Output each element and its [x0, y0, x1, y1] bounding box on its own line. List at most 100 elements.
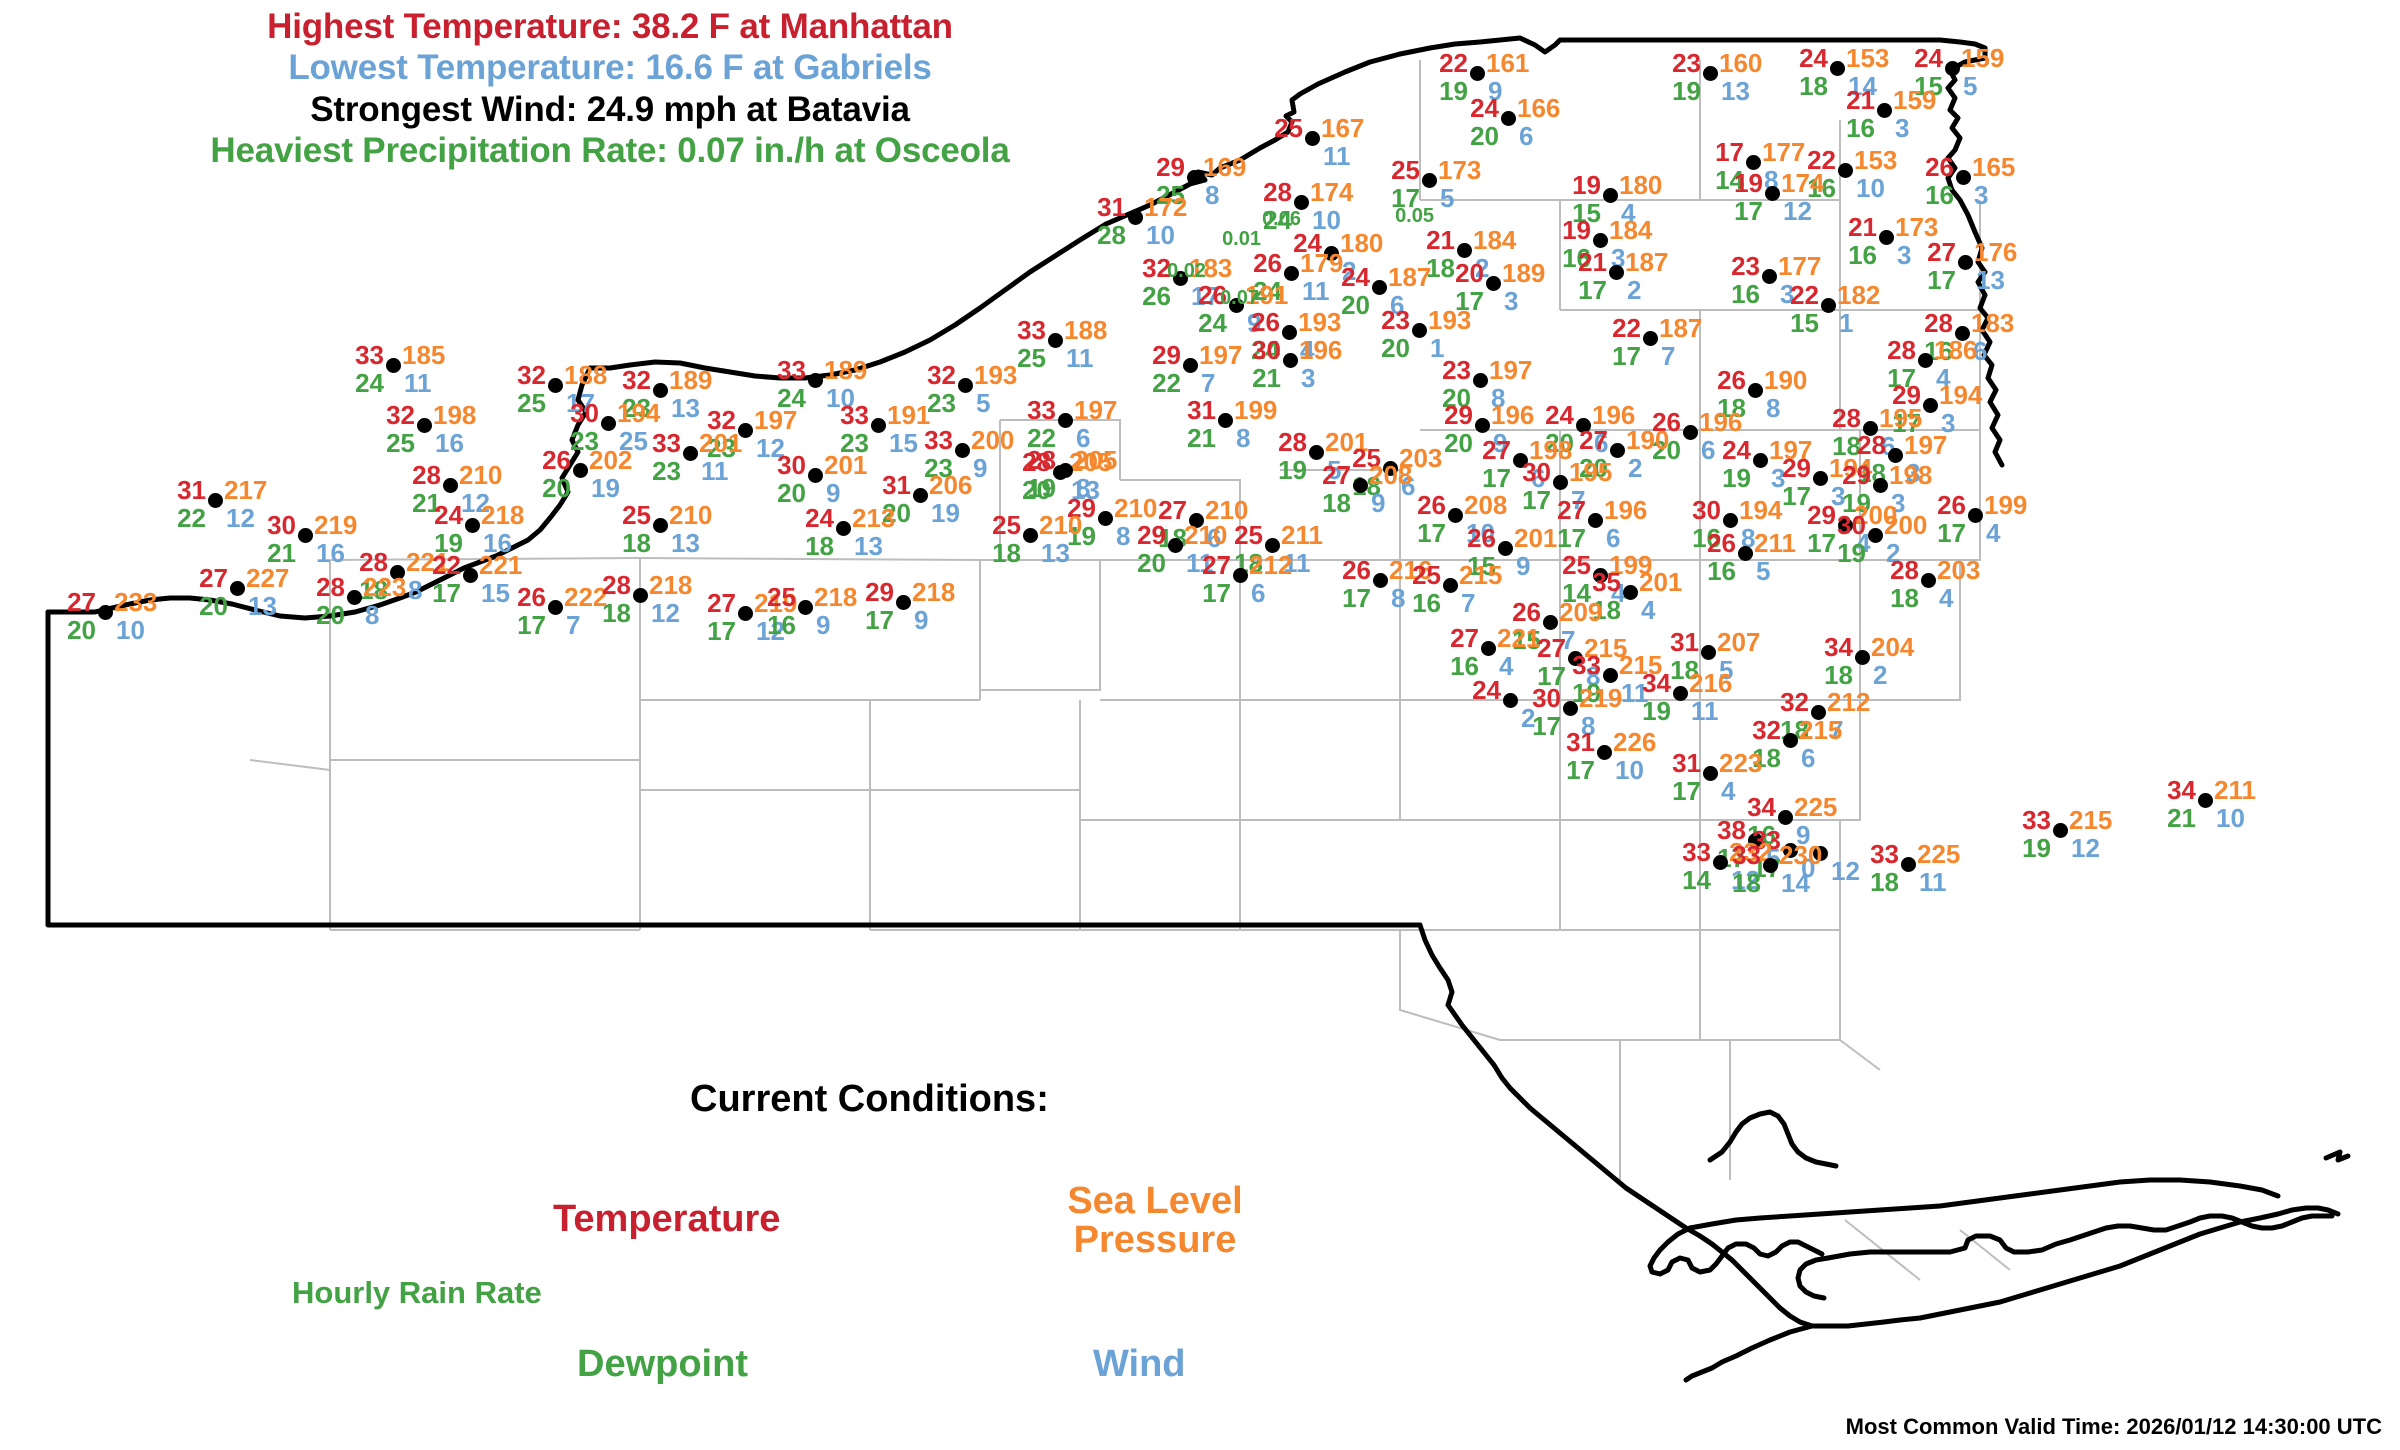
- station-marker-icon: [1324, 246, 1339, 261]
- station-wind: 11: [1302, 276, 1330, 306]
- station-pressure: 184: [1609, 215, 1653, 245]
- station-marker-icon: [1958, 255, 1973, 270]
- station-temperature: 21: [1578, 247, 1607, 277]
- station-temperature: 32: [1142, 253, 1171, 283]
- station-temperature: 24: [434, 500, 463, 530]
- station-wind: 3: [1895, 113, 1910, 143]
- station-marker-icon: [1821, 298, 1836, 313]
- station-wind: 3: [1891, 488, 1906, 518]
- station-wind: 12: [2071, 833, 2100, 863]
- station-temperature: 29: [1137, 520, 1166, 550]
- station-wind: 9: [1516, 551, 1531, 581]
- station-marker-icon: [347, 590, 362, 605]
- station-wind: 6: [1606, 523, 1621, 553]
- station-marker-icon: [1383, 461, 1398, 476]
- station-temperature: 27: [1202, 550, 1231, 580]
- station-marker-icon: [1683, 425, 1698, 440]
- station-marker-icon: [1738, 546, 1753, 561]
- station-marker-icon: [1058, 413, 1073, 428]
- station-pressure: 153: [1846, 43, 1890, 73]
- station-temperature: 29: [1807, 500, 1836, 530]
- station-marker-icon: [1486, 276, 1501, 291]
- station-dewpoint: 17: [1937, 518, 1966, 548]
- station-marker-icon: [1513, 453, 1528, 468]
- station-temperature: 33: [652, 428, 681, 458]
- station-pressure: 173: [1895, 212, 1939, 242]
- station-dewpoint: 17: [1566, 755, 1595, 785]
- station-wind: 8: [1076, 473, 1091, 503]
- station-wind: 17: [566, 388, 595, 418]
- station-pressure: 208: [1464, 490, 1508, 520]
- station-pressure: 189: [669, 365, 713, 395]
- station-pressure: 197: [1074, 395, 1118, 425]
- station-temperature: 28: [1027, 445, 1056, 475]
- station-wind: 4: [1986, 518, 2001, 548]
- station-marker-icon: [417, 418, 432, 433]
- station-marker-icon: [1955, 326, 1970, 341]
- station-temperature: 32: [1752, 715, 1781, 745]
- station-marker-icon: [386, 358, 401, 373]
- station-pressure: 190: [1764, 365, 1808, 395]
- station-marker-icon: [298, 528, 313, 543]
- station-marker-icon: [1748, 833, 1763, 848]
- station-pressure: 208: [1369, 460, 1413, 490]
- station-wind: 3: [1906, 458, 1921, 488]
- station-pressure: 195: [1879, 403, 1923, 433]
- station-dewpoint: 16: [1562, 243, 1591, 273]
- station-marker-icon: [1448, 508, 1463, 523]
- station-wind: 10: [1312, 205, 1341, 235]
- station-dewpoint: 23: [622, 393, 651, 423]
- station-dewpoint: 20: [1444, 428, 1473, 458]
- station-wind: 8: [1391, 583, 1406, 613]
- station-dewpoint: 19: [1837, 538, 1866, 568]
- station-pressure: 179: [1300, 248, 1344, 278]
- station-pressure: 174: [1781, 168, 1825, 198]
- station-temperature: 28: [1022, 447, 1051, 477]
- station-wind: 13: [1041, 538, 1070, 568]
- station-pressure: 223: [363, 572, 407, 602]
- station-wind: 5: [1440, 183, 1455, 213]
- station-temperature: 21: [1426, 225, 1455, 255]
- station-marker-icon: [1553, 475, 1568, 490]
- station-wind: 8: [1491, 383, 1506, 413]
- station-marker-icon: [1746, 155, 1761, 170]
- station-temperature: 28: [1890, 555, 1919, 585]
- station-marker-icon: [1873, 478, 1888, 493]
- station-pressure: 201: [1325, 427, 1369, 457]
- station-wind: 7: [1571, 485, 1586, 515]
- station-wind: 6: [1801, 743, 1816, 773]
- station-pressure: 222: [564, 582, 608, 612]
- station-dewpoint: 20: [1022, 475, 1051, 505]
- station-dewpoint: 17: [707, 616, 736, 646]
- station-pressure: 198: [1529, 435, 1573, 465]
- station-marker-icon: [808, 468, 823, 483]
- station-pressure: 187: [1388, 262, 1432, 292]
- station-temperature: 26: [1417, 490, 1446, 520]
- station-dewpoint: 16: [1707, 556, 1736, 586]
- station-temperature: 26: [1717, 365, 1746, 395]
- station-wind: 13: [248, 591, 277, 621]
- station-wind: 5: [1756, 556, 1771, 586]
- station-wind: 4: [1721, 776, 1736, 806]
- station-wind: 3: [1974, 180, 1989, 210]
- station-marker-icon: [958, 378, 973, 393]
- station-wind: 12: [1783, 196, 1812, 226]
- station-dewpoint: 16: [1412, 588, 1441, 618]
- station-dewpoint: 15: [1572, 198, 1601, 228]
- station-pressure: 190: [1626, 425, 1670, 455]
- station-dewpoint: 17: [1391, 183, 1420, 213]
- station-marker-icon: [1723, 513, 1738, 528]
- station-dewpoint: 17: [1202, 578, 1231, 608]
- station-pressure: 230: [1779, 840, 1823, 870]
- station-marker-icon: [1838, 163, 1853, 178]
- station-pressure: 194: [617, 398, 661, 428]
- station-wind: 9: [1493, 428, 1508, 458]
- station-temperature: 25: [1234, 520, 1263, 550]
- station-marker-icon: [1412, 323, 1427, 338]
- station-temperature: 26: [1937, 490, 1966, 520]
- station-marker-icon: [738, 423, 753, 438]
- station-wind: 10: [2216, 803, 2245, 833]
- station-dewpoint: 24: [777, 383, 806, 413]
- station-wind: 11: [701, 456, 729, 486]
- station-dewpoint: 25: [1156, 180, 1185, 210]
